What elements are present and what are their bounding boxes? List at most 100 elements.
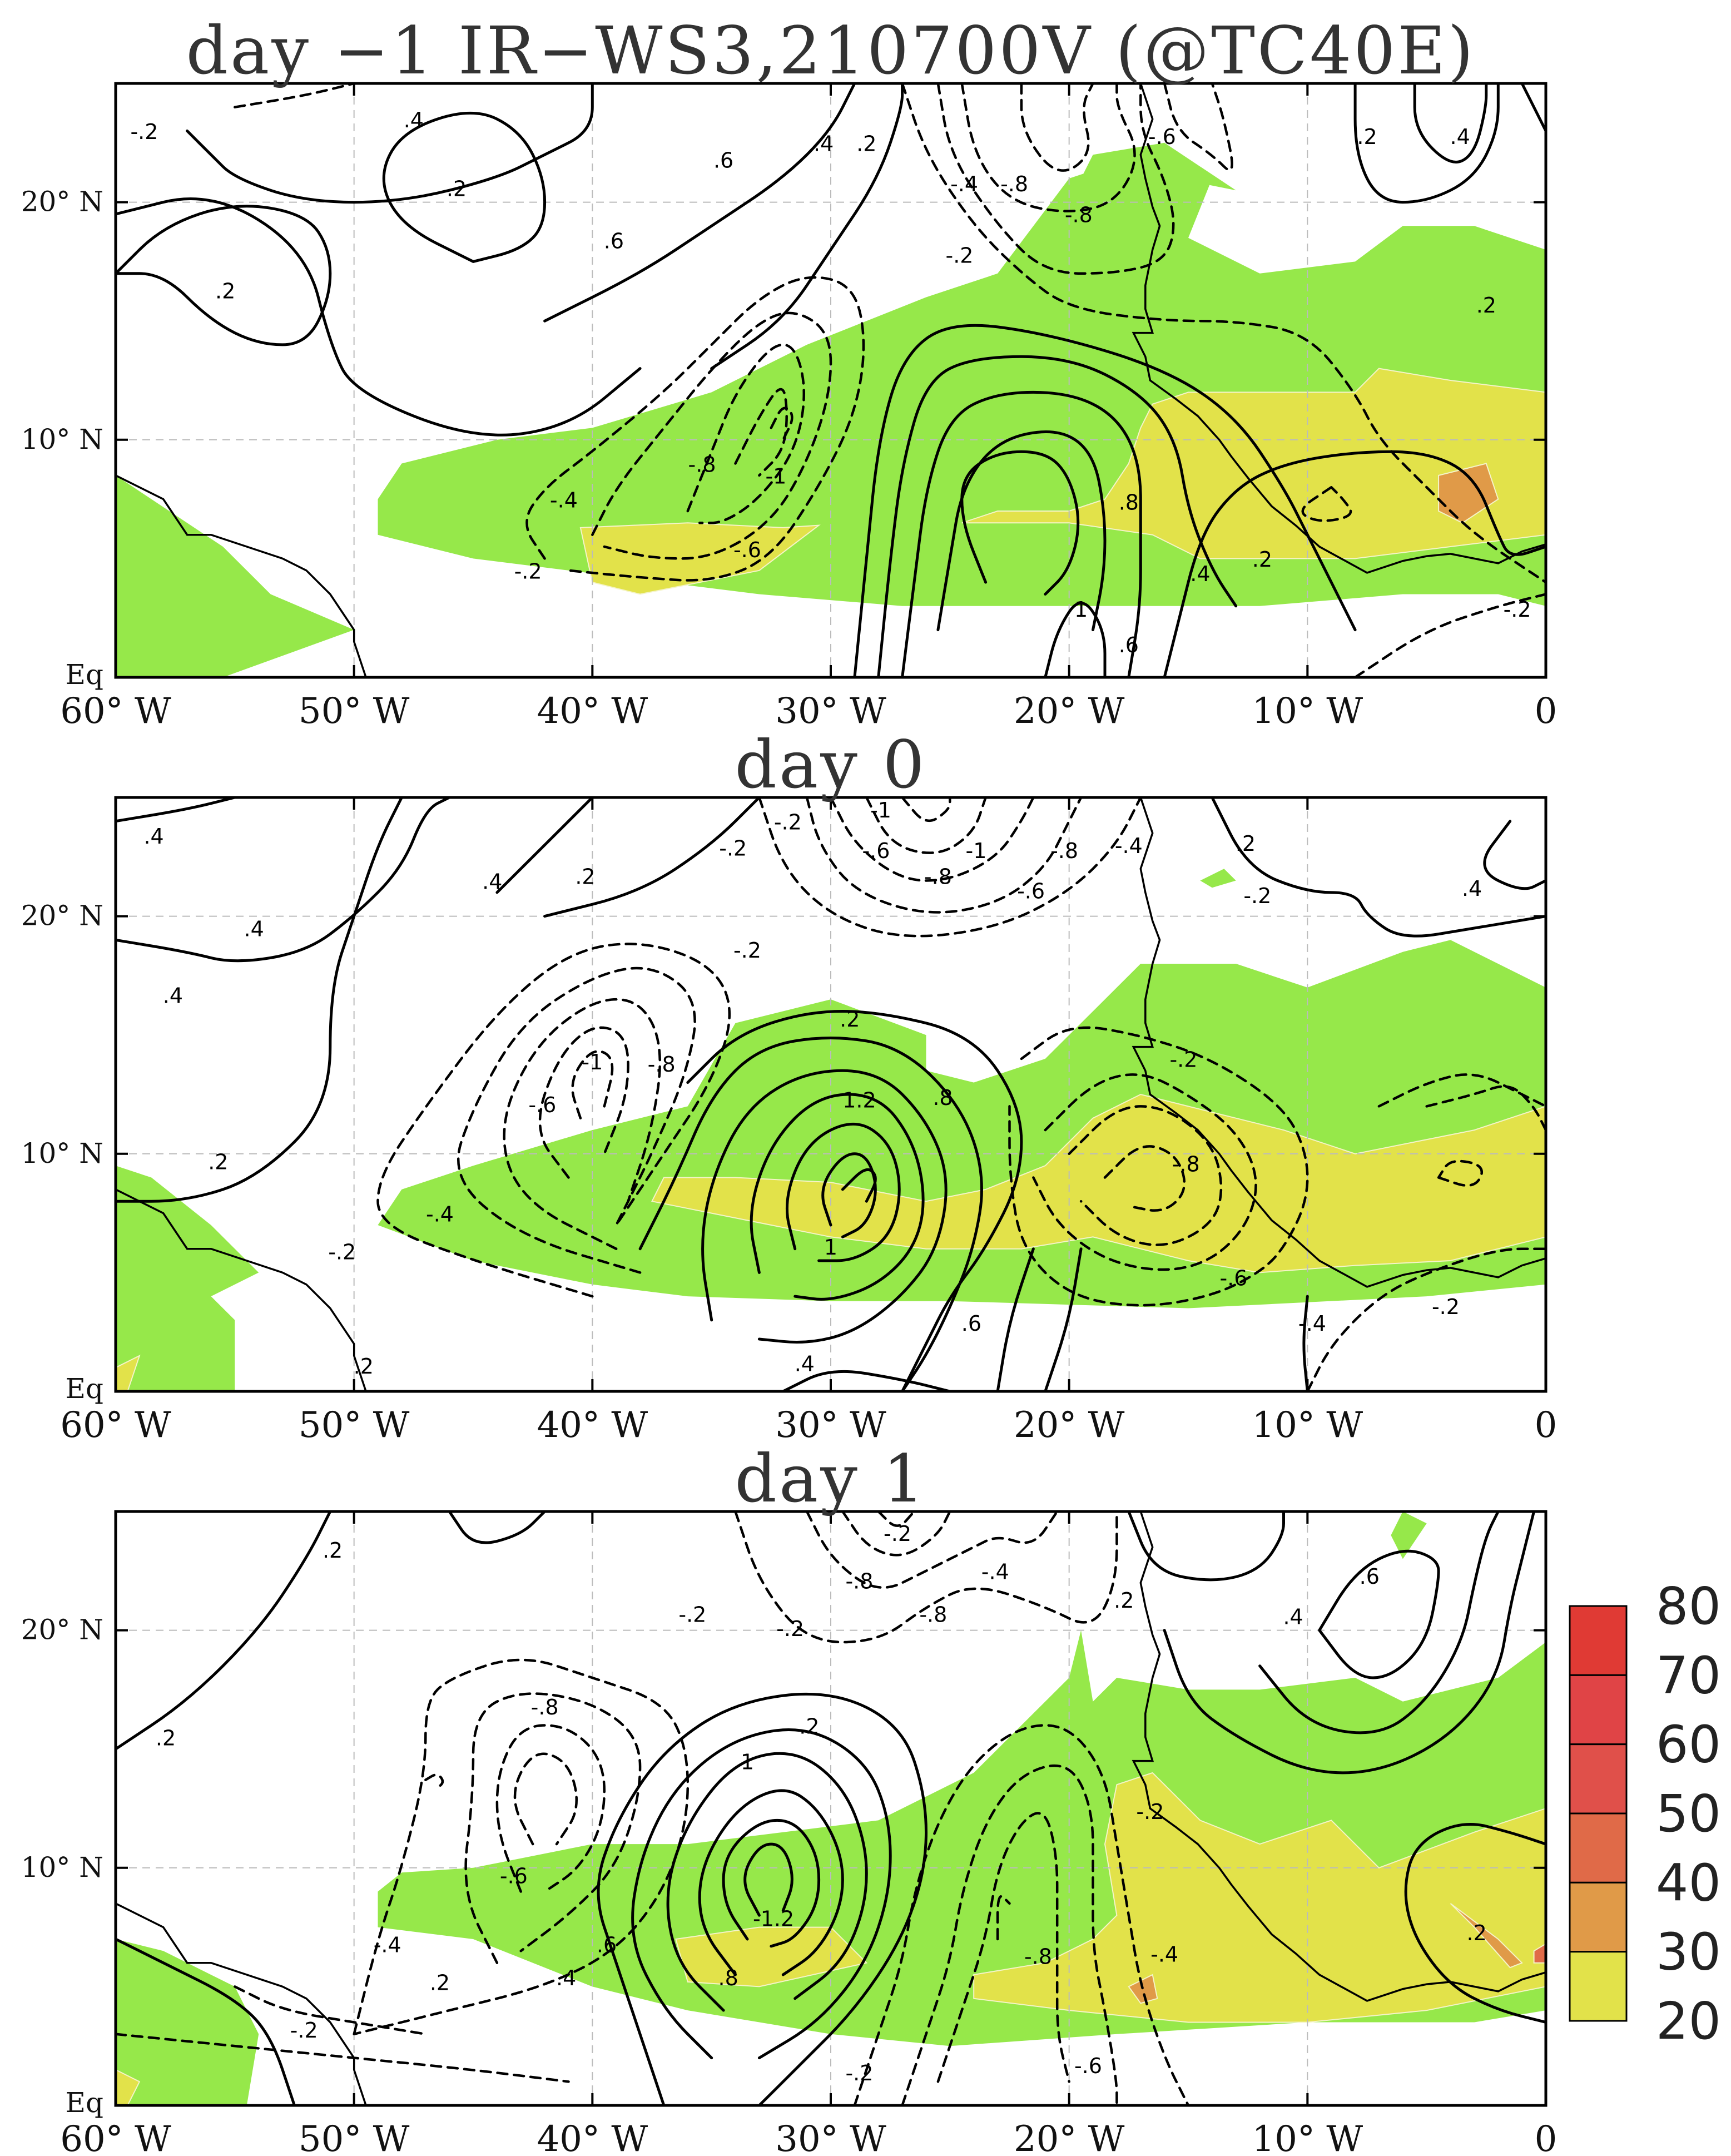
contour-label: -.2 [884, 1521, 911, 1546]
contour-negative [686, 343, 805, 524]
contour-label: -.8 [1050, 839, 1078, 863]
colorbar-swatch [1569, 1605, 1628, 1676]
contour-positive [853, 324, 1357, 677]
shade-level-30 [961, 368, 1546, 559]
contour-label: -1 [966, 839, 987, 863]
plot-area: .4.4.2.4.4.2-.2 -1-.2 -.6 -1 -.8-.8-.6-.4.2-… [116, 797, 1546, 1391]
contour-positive [877, 355, 1238, 677]
contour-positive [1413, 83, 1488, 163]
contour-label: -1 [582, 1050, 603, 1074]
contour-label: -.8 [924, 865, 952, 889]
contour-label: -.4 [1150, 1942, 1178, 1966]
contour-positive [116, 797, 451, 963]
contour-label: -.2 [514, 559, 542, 584]
contour-label: -.8 [531, 1695, 559, 1719]
contour-label: .6 [713, 148, 733, 172]
contour-negative [1437, 1159, 1484, 1187]
contour-label: -.2 [1136, 1800, 1164, 1824]
contour-positive [821, 1152, 877, 1238]
contour-label: 1 [1074, 597, 1088, 622]
contour-label: -.6 [528, 1093, 556, 1117]
contour-negative [513, 1752, 578, 1846]
contour-label: .2 [1476, 293, 1496, 318]
coastline [1132, 1511, 1546, 2002]
contour-positive [901, 390, 1142, 677]
contour-negative [1032, 1073, 1257, 1271]
contour-negative [841, 1511, 951, 1557]
panel-title: day 0 [735, 726, 926, 803]
contour-label: .2 [215, 279, 235, 303]
contour-positive [1520, 83, 1546, 132]
colorbar-label: 70 [1656, 1646, 1721, 1705]
contour-negative [901, 1764, 1118, 2105]
y-tick-label: Eq [65, 2086, 103, 2119]
contour-label: -.6 [862, 839, 890, 863]
x-tick-label: 60° W [60, 2119, 171, 2156]
contour-label: -.6 [1148, 125, 1176, 149]
x-tick-label: 10° W [1252, 1405, 1363, 1446]
contour-label: .4 [163, 983, 183, 1008]
colorbar-label: 50 [1656, 1784, 1721, 1843]
plot-area: .2 .2 -.2 -.8 -.8 -.4 -.2 -.2 -.8 -.6 -.4 -.2 .2 1 -1.… [116, 1511, 1546, 2105]
contour-negative [1301, 485, 1352, 522]
panel-0: -.2 .4 .2 .6 .2 .6 .4 .2 -.4 -.8 -.2 -.8 -.6 .2 .4 .2 -.… [21, 12, 1558, 732]
contour-negative [1068, 1105, 1223, 1246]
contour-negative [734, 388, 788, 477]
contour-negative [758, 797, 1142, 938]
contour-negative [571, 1050, 614, 1119]
contour-positive [631, 1728, 892, 2060]
coastline [1132, 83, 1546, 574]
x-tick-label: 10° W [1252, 691, 1363, 732]
x-tick-label: 50° W [299, 1405, 410, 1446]
contour-label: .2 [856, 132, 876, 156]
contour-negative [464, 1692, 642, 1964]
contour-label: .2 [447, 177, 467, 201]
contour-label: -.2 [776, 1617, 804, 1641]
contour-negative [1306, 1247, 1546, 1391]
contour-label: -.4 [426, 1202, 454, 1226]
contour-positive [710, 83, 904, 370]
y-tick-label: Eq [65, 1372, 103, 1405]
contour-positive [116, 197, 642, 437]
contour-positive [936, 430, 1107, 632]
coastline [116, 1902, 367, 2105]
shade-level-20 [116, 1166, 259, 1391]
y-tick-label: 10° N [21, 1851, 103, 1884]
panel-2: .2 .2 -.2 -.8 -.8 -.4 -.2 -.2 -.8 -.6 -.4 -.2 .2 1 -1.… [21, 1440, 1558, 2156]
shade-level-20 [116, 1939, 259, 2105]
contour-label: .2 [354, 1354, 374, 1379]
shade-level-30 [973, 1772, 1546, 2023]
shade-level-40 [1438, 463, 1499, 524]
contour-positive [116, 797, 403, 1203]
contour-positive [1483, 820, 1546, 890]
x-tick-label: 30° W [775, 691, 886, 732]
contour-label: -.2 [290, 2018, 318, 2043]
x-tick-label: 0 [1535, 1405, 1558, 1446]
contour-negative [853, 1724, 1190, 2105]
contour-negative [424, 1773, 444, 1791]
contour-label: .4 [143, 824, 163, 849]
y-tick-label: 10° N [21, 423, 103, 455]
contour-positive [638, 1037, 983, 1391]
contour-negative [495, 1724, 606, 1893]
contour-label: .2 [323, 1538, 343, 1563]
colorbar-swatch [1569, 1881, 1628, 1953]
contour-negative [376, 943, 731, 1298]
contour-label: .2 [840, 1007, 860, 1032]
contour-negative [865, 797, 987, 854]
contour-label: -.4 [374, 1932, 401, 1957]
contour-positive [1318, 1549, 1440, 1679]
contour-label: -.2 [1243, 884, 1271, 908]
y-tick-label: Eq [65, 658, 103, 691]
contour-label: .4 [556, 1966, 576, 1990]
contour-label: -.2 [328, 1240, 356, 1265]
contour-label: -.2 [678, 1602, 706, 1627]
y-tick-label: 20° N [21, 900, 103, 932]
contour-label: -.8 [1065, 203, 1093, 227]
contour-label: 1 [824, 1235, 837, 1260]
contour-negative [1377, 1073, 1546, 1108]
contour-negative [960, 83, 1136, 212]
x-tick-label: 30° W [775, 1405, 886, 1446]
coastline [116, 1188, 367, 1391]
